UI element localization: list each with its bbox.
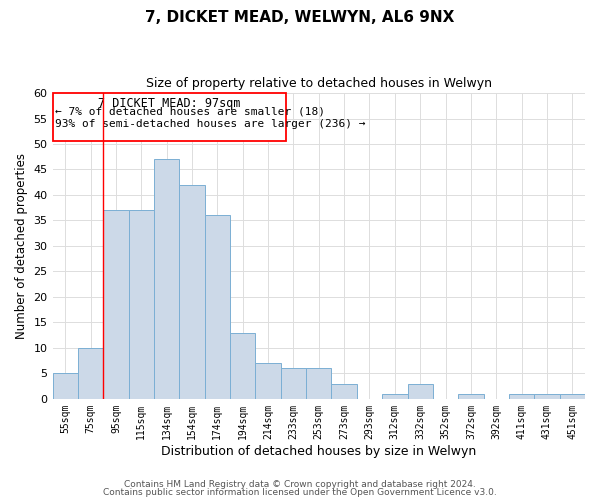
Bar [534, 394, 560, 399]
Bar [53, 374, 78, 399]
X-axis label: Distribution of detached houses by size in Welwyn: Distribution of detached houses by size … [161, 444, 476, 458]
Bar [281, 368, 306, 399]
Bar [78, 348, 103, 399]
Text: Contains HM Land Registry data © Crown copyright and database right 2024.: Contains HM Land Registry data © Crown c… [124, 480, 476, 489]
Text: 93% of semi-detached houses are larger (236) →: 93% of semi-detached houses are larger (… [55, 118, 365, 128]
Bar [205, 216, 230, 399]
Bar [179, 185, 205, 399]
Y-axis label: Number of detached properties: Number of detached properties [15, 153, 28, 339]
Text: Contains public sector information licensed under the Open Government Licence v3: Contains public sector information licen… [103, 488, 497, 497]
Bar [382, 394, 407, 399]
Bar [53, 93, 286, 142]
Bar [306, 368, 331, 399]
Bar [458, 394, 484, 399]
Text: ← 7% of detached houses are smaller (18): ← 7% of detached houses are smaller (18) [55, 107, 325, 117]
Bar [509, 394, 534, 399]
Bar [128, 210, 154, 399]
Bar [154, 160, 179, 399]
Bar [407, 384, 433, 399]
Bar [230, 332, 256, 399]
Title: Size of property relative to detached houses in Welwyn: Size of property relative to detached ho… [146, 78, 492, 90]
Bar [331, 384, 357, 399]
Text: 7, DICKET MEAD, WELWYN, AL6 9NX: 7, DICKET MEAD, WELWYN, AL6 9NX [145, 10, 455, 25]
Bar [560, 394, 585, 399]
Text: 7 DICKET MEAD: 97sqm: 7 DICKET MEAD: 97sqm [98, 97, 241, 110]
Bar [256, 363, 281, 399]
Bar [103, 210, 128, 399]
